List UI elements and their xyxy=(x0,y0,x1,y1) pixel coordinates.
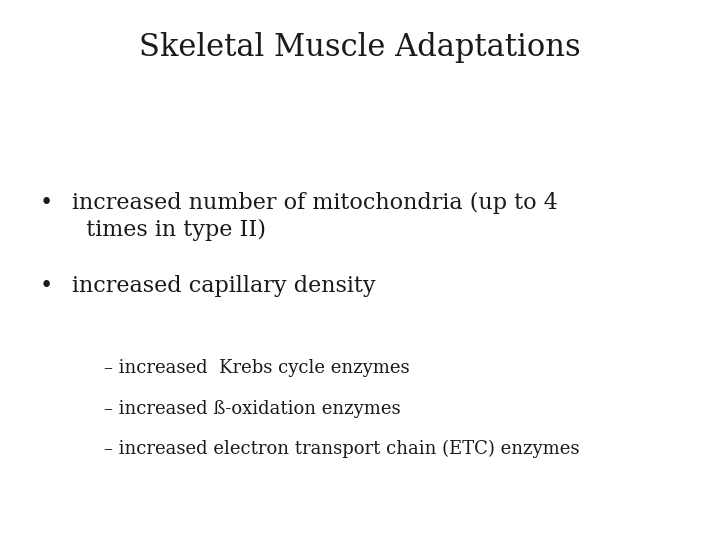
Text: – increased electron transport chain (ETC) enzymes: – increased electron transport chain (ET… xyxy=(104,440,580,458)
Text: – increased  Krebs cycle enzymes: – increased Krebs cycle enzymes xyxy=(104,359,410,377)
Text: increased number of mitochondria (up to 4
  times in type II): increased number of mitochondria (up to … xyxy=(72,192,558,241)
Text: •: • xyxy=(40,275,53,298)
Text: increased capillary density: increased capillary density xyxy=(72,275,376,298)
Text: •: • xyxy=(40,192,53,214)
Text: Skeletal Muscle Adaptations: Skeletal Muscle Adaptations xyxy=(139,32,581,63)
Text: – increased ß-oxidation enzymes: – increased ß-oxidation enzymes xyxy=(104,400,401,417)
